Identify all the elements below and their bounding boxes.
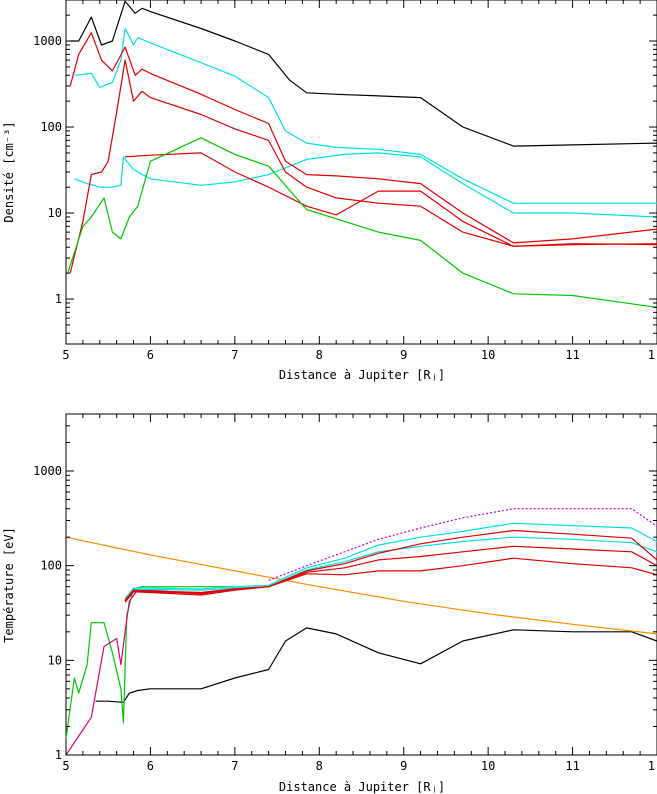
temperature-x-tick-label: 6 xyxy=(147,759,154,773)
density-series-line-0 xyxy=(70,0,657,147)
density-x-tick-label: 8 xyxy=(316,348,323,362)
density-x-tick-label: 5 xyxy=(62,348,69,362)
density-x-tick-label: 6 xyxy=(147,348,154,362)
density-series-group xyxy=(67,0,657,308)
temperature-y-axis-label: Température [eV] xyxy=(2,527,16,643)
density-y-tick-label: 100 xyxy=(40,120,62,134)
density-x-axis-label: Distance à Jupiter [Rⱼ] xyxy=(279,368,445,382)
density-x-tick-label: 10 xyxy=(481,348,495,362)
temperature-series-line-0 xyxy=(95,627,657,703)
temperature-series-line-5 xyxy=(124,522,657,599)
temperature-y-tick-label: 10 xyxy=(48,653,62,667)
density-series-line-4 xyxy=(69,59,657,274)
temperature-series-line-2 xyxy=(65,586,235,739)
density-x-tick-label: 9 xyxy=(400,348,407,362)
temperature-series-group xyxy=(65,508,657,756)
temperature-y-tick-label: 1 xyxy=(55,748,62,762)
temperature-series-line-4 xyxy=(268,508,657,581)
temperature-series-line-9 xyxy=(124,557,657,603)
temperature-x-axis-label: Distance à Jupiter [Rⱼ] xyxy=(279,780,445,794)
temperature-x-tick-label: 10 xyxy=(481,759,495,773)
temperature-x-tick-label: 11 xyxy=(565,759,579,773)
temperature-y-tick-label: 1000 xyxy=(33,464,62,478)
temperature-x-tick-label: 5 xyxy=(62,759,69,773)
density-y-axis-label: Densité [cm⁻³] xyxy=(2,121,16,222)
density-y-tick-label: 10 xyxy=(48,206,62,220)
temperature-series-line-7 xyxy=(124,529,657,601)
density-x-tick-label: 1 xyxy=(648,348,655,362)
temperature-plot-frame xyxy=(65,413,657,756)
temperature-y-tick-label: 100 xyxy=(40,559,62,573)
density-x-tick-label: 7 xyxy=(231,348,238,362)
density-series-line-5 xyxy=(125,152,657,247)
temperature-x-tick-label: 8 xyxy=(316,759,323,773)
temperature-series-line-1 xyxy=(65,536,657,635)
temperature-x-tick-label: 7 xyxy=(231,759,238,773)
density-series-line-6 xyxy=(67,137,657,308)
temperature-x-tick-label: 9 xyxy=(400,759,407,773)
temperature-series-line-3 xyxy=(65,587,236,756)
density-series-line-3 xyxy=(69,32,657,244)
temperature-series-line-8 xyxy=(124,545,657,602)
density-series-line-2 xyxy=(74,152,657,218)
density-series-line-1 xyxy=(74,27,657,204)
density-plot-frame xyxy=(65,0,657,345)
density-y-tick-label: 1 xyxy=(55,292,62,306)
temperature-series-line-6 xyxy=(124,536,657,600)
density-x-tick-label: 11 xyxy=(565,348,579,362)
density-y-tick-label: 1000 xyxy=(33,34,62,48)
temperature-x-tick-label: 1 xyxy=(648,759,655,773)
